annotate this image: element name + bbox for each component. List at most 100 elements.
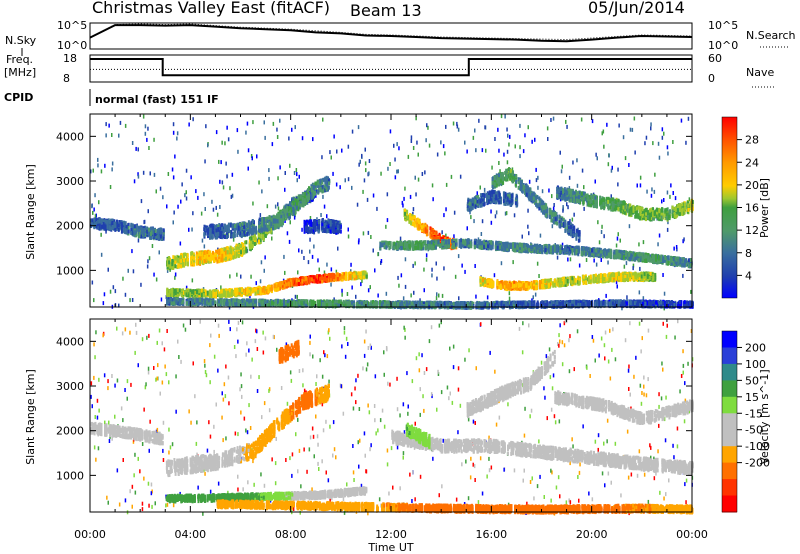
noise-cell: [599, 240, 601, 244]
date-label: 05/Jun/2014: [588, 0, 685, 17]
heat-cell: [138, 234, 140, 238]
noise-cell: [418, 153, 420, 157]
noise-cell: [205, 124, 207, 128]
heat-cell: [246, 232, 248, 236]
noise-cell: [522, 235, 524, 239]
cpid-panel: CPID normal (fast) 151 IF: [4, 89, 219, 106]
noise-cell: [232, 173, 234, 177]
noise-cell: [301, 228, 303, 232]
noise-cell: [133, 269, 135, 273]
noise-cell: [595, 180, 597, 184]
noise-cell: [445, 125, 447, 129]
heat-cell: [118, 228, 120, 232]
heat-cell: [193, 256, 195, 260]
nave-tick-bottom: 0: [708, 72, 715, 85]
noise-cell: [113, 285, 115, 289]
noise-cell: [625, 156, 627, 160]
noise-cell: [321, 155, 323, 159]
noise-cell: [423, 268, 425, 272]
noise-cell: [637, 184, 639, 188]
heat-cell: [302, 202, 304, 206]
noise-cell: [348, 145, 350, 149]
heat-cell: [187, 258, 189, 262]
noise-cell: [659, 156, 661, 160]
noise-cell: [618, 232, 620, 236]
noise-cell: [390, 129, 392, 133]
noise-cell: [553, 203, 555, 207]
noise-cell: [410, 195, 412, 199]
noise-cell: [507, 160, 509, 164]
noise-cell: [494, 273, 496, 277]
noise-cell: [650, 126, 652, 130]
noise-cell: [97, 158, 99, 162]
noise-cell: [659, 234, 661, 238]
noise-cell: [628, 163, 630, 167]
heat-cell: [107, 224, 109, 228]
noise-cell: [474, 129, 476, 133]
noise-cell: [204, 244, 206, 248]
noise-cell: [152, 244, 154, 248]
noise-cell: [264, 269, 266, 273]
noise-cell: [611, 169, 613, 173]
heat-cell: [319, 277, 321, 281]
heat-cell: [355, 275, 357, 279]
heat-cell: [296, 201, 298, 205]
heat-cell: [259, 217, 261, 221]
noise-cell: [481, 232, 483, 236]
noise-cell: [224, 141, 226, 145]
noise-cell: [436, 292, 438, 296]
noise-cell: [552, 224, 554, 228]
heat-cell: [258, 225, 260, 229]
heat-cell: [288, 206, 290, 210]
heat-cell: [313, 275, 315, 279]
noise-cell: [229, 274, 231, 278]
heat-cell: [236, 252, 238, 256]
noise-cell: [501, 114, 503, 118]
heat-cell: [266, 289, 268, 293]
noise-cell: [672, 140, 674, 144]
noise-cell: [395, 175, 397, 179]
heat-cell: [224, 235, 226, 239]
heat-cell: [353, 273, 355, 277]
heat-cell: [112, 226, 114, 230]
noise-cell: [120, 121, 122, 125]
noise-cell: [289, 164, 291, 168]
heat-cell: [143, 232, 145, 236]
heat-cell: [293, 212, 295, 216]
noise-cell: [398, 146, 400, 150]
heat-cell: [187, 262, 189, 266]
noise-cell: [651, 194, 653, 198]
noise-cell: [475, 148, 477, 152]
heat-cell: [280, 223, 282, 227]
noise-cell: [92, 281, 94, 285]
noise-cell: [192, 278, 194, 282]
noise-cell: [533, 295, 535, 299]
noise-cell: [608, 162, 610, 166]
noise-cell: [204, 159, 206, 163]
noise-cell: [377, 252, 379, 256]
noise-cell: [676, 245, 678, 249]
noise-cell: [135, 147, 137, 151]
noise-cell: [432, 183, 434, 187]
noise-cell: [108, 124, 110, 128]
noise-cell: [309, 238, 311, 242]
noise-cell: [355, 295, 357, 299]
noise-cell: [411, 139, 413, 143]
noise-cell: [601, 230, 603, 234]
noise-cell: [369, 159, 371, 163]
heat-cell: [239, 288, 241, 292]
noise-cell: [296, 168, 298, 172]
noise-cell: [129, 298, 131, 302]
noise-cell: [381, 259, 383, 263]
noise-cell: [308, 260, 310, 264]
heat-cell: [196, 254, 198, 258]
noise-cell: [550, 118, 552, 122]
noise-cell: [640, 183, 642, 187]
heat-cell: [191, 252, 193, 256]
heat-cell: [125, 228, 127, 232]
noise-cell: [284, 271, 286, 275]
freq-tick-top: 18: [63, 52, 77, 65]
heat-cell: [238, 231, 240, 235]
heat-cell: [315, 182, 317, 186]
noise-cell: [441, 230, 443, 234]
